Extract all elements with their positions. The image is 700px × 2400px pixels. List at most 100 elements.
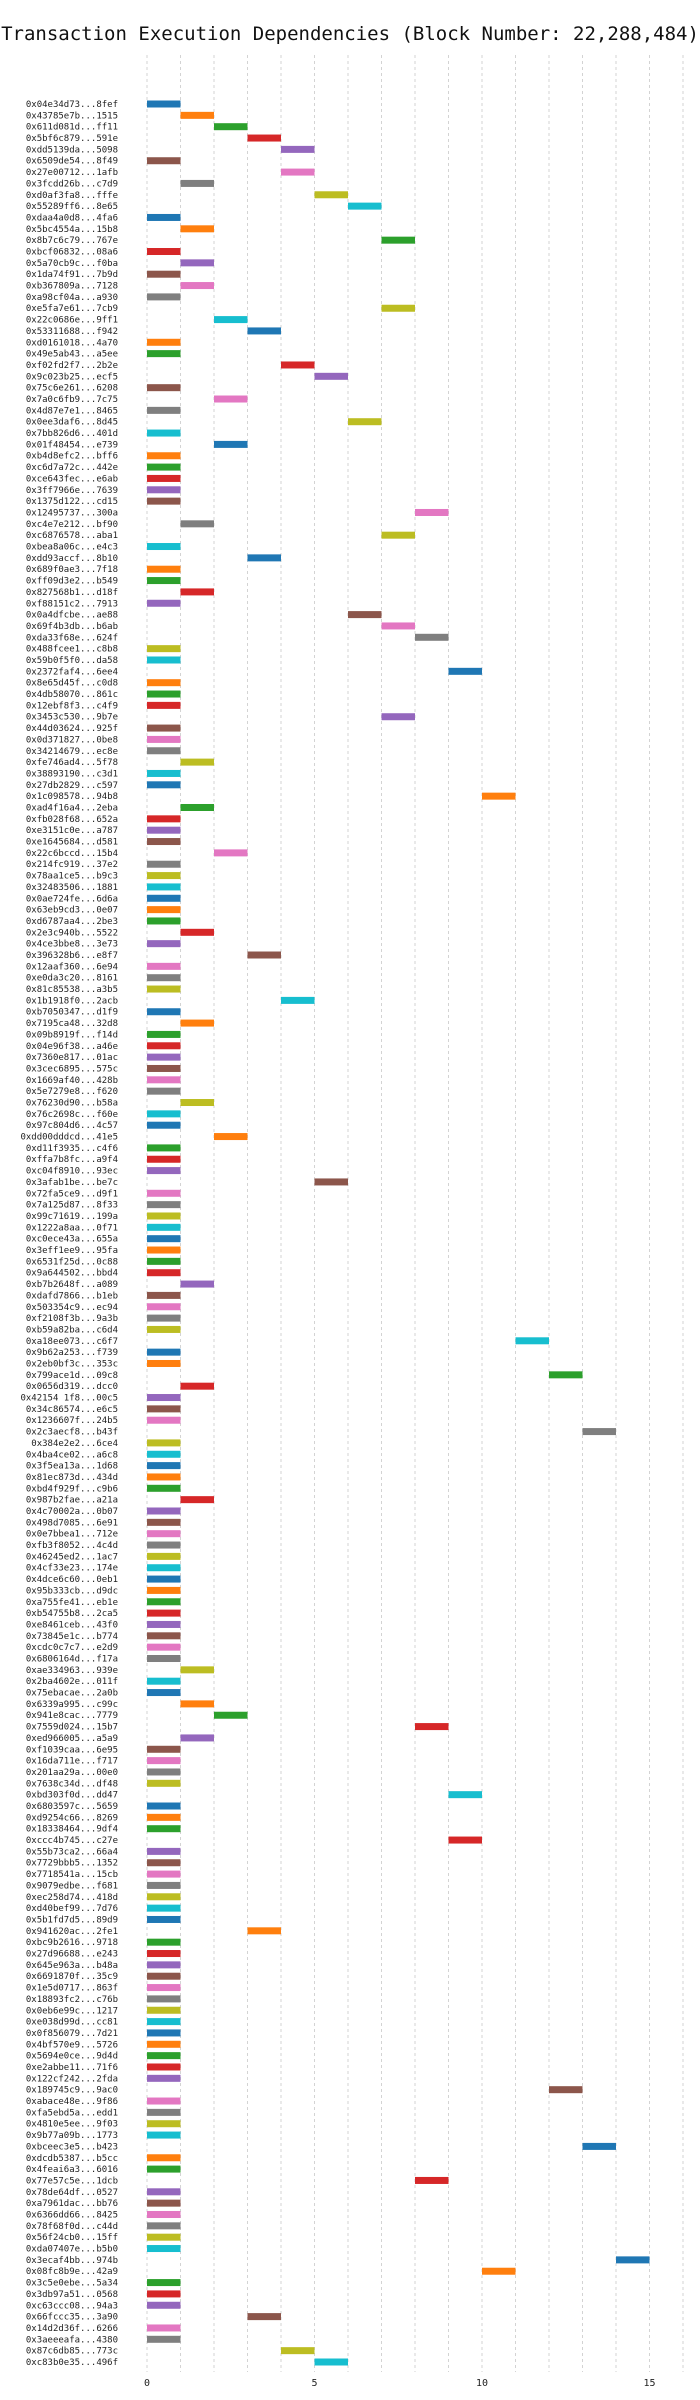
y-tick-label: 0xb7b2648f...a089 — [26, 1280, 118, 1290]
transaction-bar — [180, 225, 214, 233]
transaction-bar — [147, 293, 181, 301]
y-tick-label: 0x3f5ea13a...1d68 — [26, 1462, 118, 1472]
y-tick-label: 0x34214679...ec8e — [26, 747, 118, 757]
y-tick-label: 0x941e8cac...7779 — [26, 1711, 118, 1721]
transaction-bar — [180, 1099, 214, 1107]
transaction-bar — [147, 690, 181, 698]
transaction-bar — [147, 1053, 181, 1061]
transaction-bar — [147, 1689, 181, 1697]
y-tick-label: 0x3ecaf4bb...974b — [26, 2256, 118, 2266]
y-tick-label: 0x6339a995...c99c — [26, 1700, 118, 1710]
transaction-bar — [180, 758, 214, 766]
y-tick-label: 0xc04f8910...93ec — [26, 1167, 118, 1177]
y-tick-label: 0x76230d90...b58a — [26, 1099, 118, 1109]
transaction-bar — [482, 2267, 516, 2275]
y-tick-label: 0x941620ac...2fe1 — [26, 1927, 118, 1937]
y-tick-label: 0x0656d319...dcc0 — [26, 1382, 118, 1392]
y-tick-label: 0x4d87e7e1...8465 — [26, 406, 118, 416]
y-tick-label: 0x4feai6a3...6016 — [26, 2165, 118, 2175]
transaction-bar — [147, 350, 181, 358]
transaction-bar — [147, 565, 181, 573]
y-tick-label: 0xce643fec...e6ab — [26, 474, 118, 484]
transaction-bar — [147, 2222, 181, 2230]
transaction-bar — [147, 2018, 181, 2026]
transaction-bar — [415, 1723, 449, 1731]
y-tick-label: 0x1222a8aa...0f71 — [26, 1223, 118, 1233]
y-tick-label: 0x5694e0ce...9d4d — [26, 2052, 118, 2062]
y-tick-label: 0xbcf06832...08a6 — [26, 248, 118, 258]
transaction-bar — [515, 1337, 549, 1345]
transaction-bar — [147, 2006, 181, 2014]
y-tick-label: 0xfa5ebd5a...edd1 — [26, 2108, 118, 2118]
y-tick-label: 0xbc9b2616...9718 — [26, 1938, 118, 1948]
y-tick-label: 0x38893190...c3d1 — [26, 769, 118, 779]
x-tick-label: 5 — [311, 2378, 317, 2389]
transaction-bar — [214, 1711, 248, 1719]
y-tick-label: 0xbd4f929f...c9b6 — [26, 1484, 118, 1494]
y-tick-label: 0x78aa1ce5...b9c3 — [26, 872, 118, 882]
transaction-bar — [147, 1121, 181, 1129]
transaction-bar — [147, 1325, 181, 1333]
transaction-bar — [147, 1416, 181, 1424]
y-tick-label: 0xd11f3935...c4f6 — [26, 1144, 118, 1154]
y-tick-label: 0x1b1918f0...2acb — [26, 996, 118, 1006]
transaction-bar — [147, 1144, 181, 1152]
transaction-bar — [415, 508, 449, 516]
y-tick-label: 0xdaa4a0d8...4fa6 — [26, 213, 118, 223]
transaction-bar — [147, 1518, 181, 1526]
y-tick-label: 0x7559d024...15b7 — [26, 1723, 118, 1733]
y-tick-label: 0xe3151c0e...a787 — [26, 826, 118, 836]
y-tick-label: 0x2372faf4...6ee4 — [26, 667, 118, 677]
transaction-bar — [147, 1439, 181, 1447]
y-tick-label: 0x8e65d45f...c0d8 — [26, 679, 118, 689]
y-tick-label: 0xe1645684...d581 — [26, 838, 118, 848]
transaction-bar — [448, 1836, 482, 1844]
transaction-bar — [180, 1666, 214, 1674]
transaction-bar — [147, 1087, 181, 1095]
y-tick-label: 0x7a0c6fb9...7c75 — [26, 395, 118, 405]
transaction-bar — [147, 2120, 181, 2128]
transaction-bar — [147, 1564, 181, 1572]
y-tick-label: 0x3afab1be...be7c — [26, 1178, 118, 1188]
transaction-bar — [147, 1042, 181, 1050]
y-tick-label: 0x498d7085...6e91 — [26, 1518, 118, 1528]
transaction-bar — [147, 985, 181, 993]
y-tick-label: 0xdcdb5387...b5cc — [26, 2154, 118, 2164]
y-tick-label: 0x8b7c6c79...767e — [26, 236, 118, 246]
transaction-bar — [381, 531, 415, 539]
transaction-bar — [147, 645, 181, 653]
y-tick-label: 0x44d03624...925f — [26, 724, 118, 734]
y-tick-label: 0xfb028f68...652a — [26, 815, 118, 825]
transaction-bar — [147, 543, 181, 551]
y-tick-label: 0x7bb826d6...401d — [26, 429, 118, 439]
y-tick-label: 0xa98cf04a...a930 — [26, 293, 118, 303]
y-tick-label: 0x53311688...f942 — [26, 327, 118, 337]
transaction-bar — [147, 1462, 181, 1470]
transaction-bar — [147, 1972, 181, 1980]
y-tick-label: 0x488fcee1...c8b8 — [26, 645, 118, 655]
transaction-bar — [147, 1394, 181, 1402]
transaction-bar — [147, 1768, 181, 1776]
y-tick-label: 0x2c3aecf8...b43f — [26, 1428, 118, 1438]
y-tick-label: 0xda33f68e...624f — [26, 633, 118, 643]
y-tick-label: 0x9b77a09b...1773 — [26, 2131, 118, 2141]
transaction-bar — [147, 577, 181, 585]
transaction-bar — [147, 270, 181, 278]
y-tick-label: 0x7360e817...01ac — [26, 1053, 118, 1063]
transaction-bar — [147, 1359, 181, 1367]
y-tick-label: 0x7729bbb5...1352 — [26, 1859, 118, 1869]
y-tick-label: 0xff09d3e2...b549 — [26, 577, 118, 587]
transaction-bar — [147, 769, 181, 777]
transaction-bar — [147, 1881, 181, 1889]
y-tick-label: 0x04e96f38...a46e — [26, 1042, 118, 1052]
y-tick-label: 0x4ce3bbe8...3e73 — [26, 940, 118, 950]
transaction-bar — [147, 2199, 181, 2207]
transaction-bar — [448, 1791, 482, 1799]
y-tick-label: 0x08fc8b9e...42a9 — [26, 2267, 118, 2277]
transaction-bar — [415, 2176, 449, 2184]
transaction-bar — [147, 1235, 181, 1243]
y-tick-label: 0x46245ed2...1ac7 — [26, 1552, 118, 1562]
y-tick-label: 0x43785e7b...1515 — [26, 111, 118, 121]
transaction-bar — [147, 474, 181, 482]
